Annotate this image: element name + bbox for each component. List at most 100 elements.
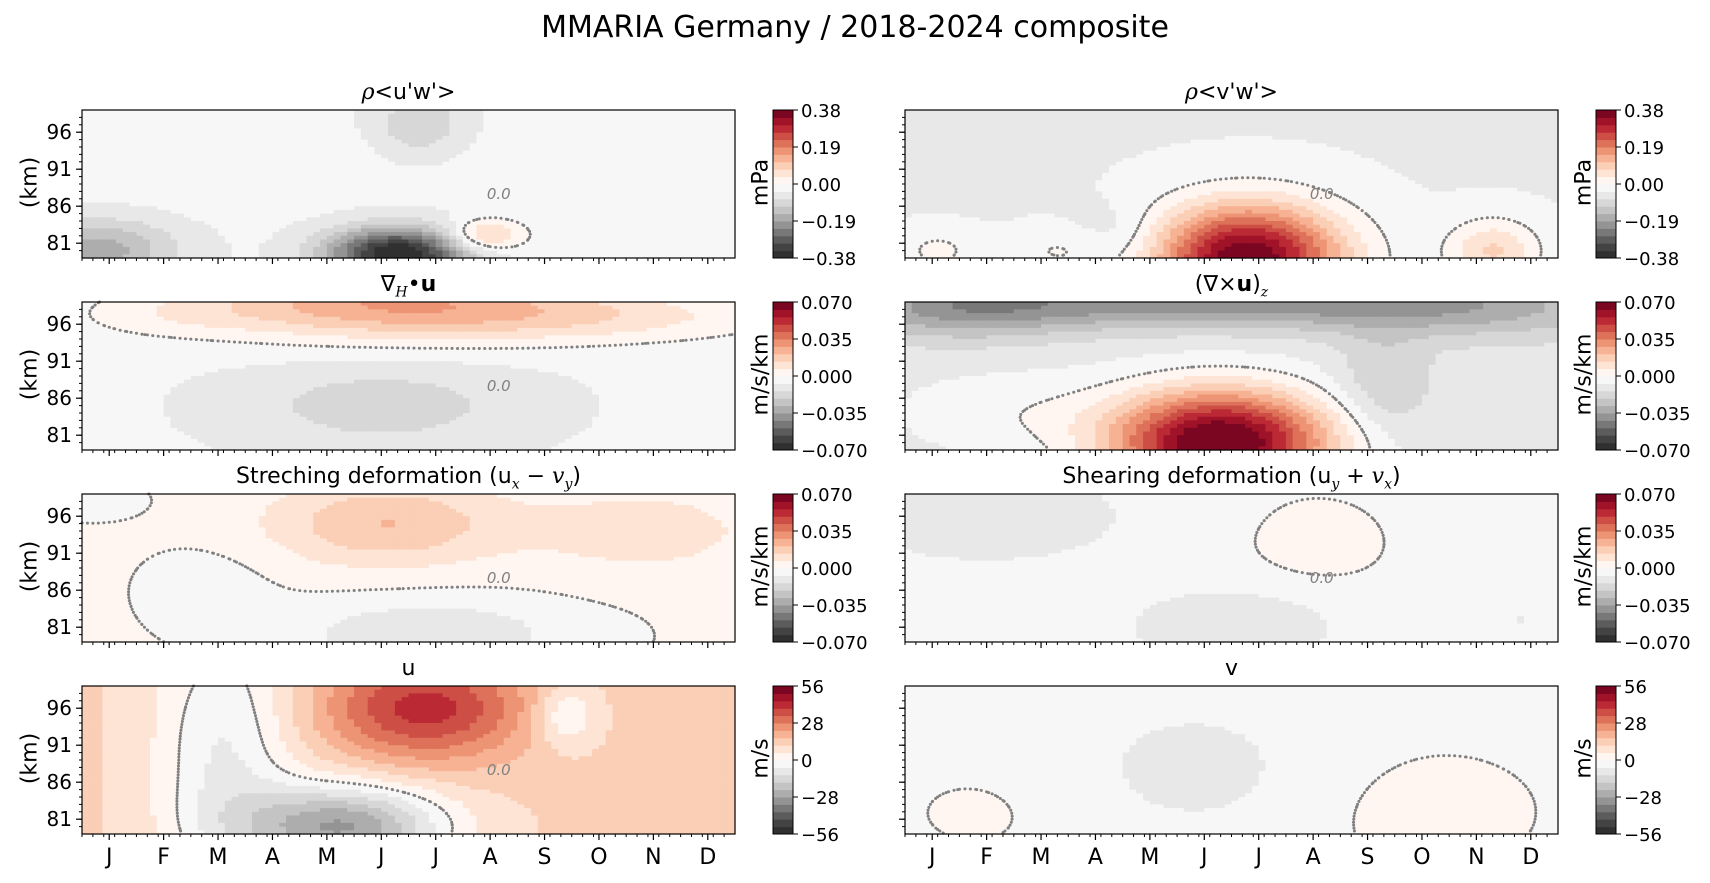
heatmap-cell: [449, 232, 457, 237]
heatmap-cell: [102, 191, 110, 196]
heatmap-cell: [245, 209, 253, 215]
heatmap-cell: [673, 187, 682, 192]
heatmap-cell: [490, 213, 498, 218]
heatmap-cell: [129, 213, 138, 218]
heatmap-cell: [204, 232, 212, 237]
heatmap-cell: [510, 206, 518, 211]
heatmap-cell: [639, 206, 648, 211]
heatmap-cell: [204, 246, 212, 252]
heatmap-cell: [82, 232, 90, 237]
heatmap-cell: [238, 254, 246, 259]
heatmap-cell: [598, 132, 607, 137]
heatmap-cell: [367, 250, 376, 255]
heatmap-cell: [170, 198, 178, 204]
heatmap-cell: [619, 158, 627, 163]
heatmap-cell: [456, 150, 464, 155]
heatmap-cell: [653, 184, 661, 189]
heatmap-cell: [1047, 158, 1056, 163]
heatmap-cell: [224, 158, 233, 163]
heatmap-cell: [156, 246, 165, 252]
heatmap-cell: [1041, 165, 1049, 170]
heatmap-cell: [1020, 128, 1029, 133]
heatmap-cell: [428, 180, 437, 185]
heatmap-cell: [422, 213, 430, 218]
heatmap-cell: [320, 202, 328, 207]
heatmap-cell: [333, 198, 342, 204]
heatmap-cell: [129, 124, 138, 130]
heatmap-cell: [905, 224, 913, 229]
heatmap-cell: [925, 246, 933, 252]
heatmap-cell: [496, 176, 505, 181]
heatmap-cell: [592, 254, 600, 259]
heatmap-cell: [585, 117, 593, 122]
heatmap-cell: [340, 187, 348, 192]
heatmap-cell: [1013, 169, 1022, 174]
heatmap-cell: [442, 246, 450, 252]
heatmap-cell: [564, 239, 573, 244]
heatmap-cell: [979, 176, 988, 181]
heatmap-cell: [265, 184, 274, 189]
heatmap-cell: [918, 132, 926, 137]
heatmap-cell: [231, 154, 240, 159]
heatmap-cell: [646, 132, 654, 137]
heatmap-cell: [211, 221, 219, 226]
heatmap-plot: 0.0: [899, 109, 1559, 264]
heatmap-cell: [666, 117, 675, 122]
heatmap-cell: [347, 239, 355, 244]
heatmap-cell: [700, 224, 709, 229]
heatmap-cell: [95, 243, 103, 248]
heatmap-cell: [945, 191, 954, 196]
heatmap-cell: [939, 135, 947, 141]
heatmap-cell: [1000, 254, 1008, 259]
heatmap-cell: [143, 169, 151, 174]
heatmap-cell: [95, 217, 103, 222]
heatmap-cell: [626, 195, 634, 200]
heatmap-cell: [612, 254, 620, 259]
heatmap-cell: [347, 139, 355, 144]
heatmap-cell: [605, 154, 614, 159]
heatmap-cell: [272, 250, 280, 255]
heatmap-cell: [428, 121, 437, 126]
heatmap-cell: [564, 113, 573, 118]
heatmap-cell: [986, 110, 995, 115]
heatmap-cell: [959, 246, 967, 252]
heatmap-cell: [388, 139, 396, 144]
heatmap-cell: [449, 176, 457, 181]
heatmap-cell: [1041, 135, 1049, 141]
heatmap-cell: [945, 154, 954, 159]
heatmap-cell: [728, 239, 736, 244]
heatmap-cell: [721, 232, 729, 237]
heatmap-cell: [918, 195, 926, 200]
heatmap-cell: [905, 143, 913, 148]
heatmap-cell: [1027, 154, 1035, 159]
heatmap-cell: [639, 147, 648, 152]
heatmap-cell: [986, 158, 995, 163]
heatmap-cell: [646, 113, 654, 118]
heatmap-cell: [129, 154, 138, 159]
heatmap-cell: [666, 213, 675, 218]
heatmap-cell: [150, 232, 158, 237]
heatmap-cell: [224, 117, 233, 122]
heatmap-cell: [537, 169, 546, 174]
heatmap-cell: [143, 206, 151, 211]
heatmap-cell: [1007, 254, 1015, 259]
heatmap-cell: [1047, 232, 1056, 237]
heatmap-cell: [313, 121, 321, 126]
heatmap-cell: [503, 124, 512, 130]
heatmap-cell: [116, 228, 124, 233]
heatmap-cell: [483, 124, 491, 130]
heatmap-cell: [442, 243, 450, 248]
colorbar-level: [773, 161, 793, 170]
heatmap-cell: [510, 202, 518, 207]
heatmap-cell: [360, 121, 369, 126]
heatmap-cell: [700, 169, 709, 174]
heatmap-cell: [218, 191, 226, 196]
heatmap-cell: [721, 243, 729, 248]
heatmap-cell: [598, 221, 607, 226]
heatmap-cell: [558, 209, 566, 215]
heatmap-cell: [95, 113, 103, 118]
heatmap-cell: [517, 172, 525, 178]
heatmap-cell: [537, 187, 546, 192]
heatmap-cell: [265, 150, 274, 155]
heatmap-cell: [374, 224, 382, 229]
